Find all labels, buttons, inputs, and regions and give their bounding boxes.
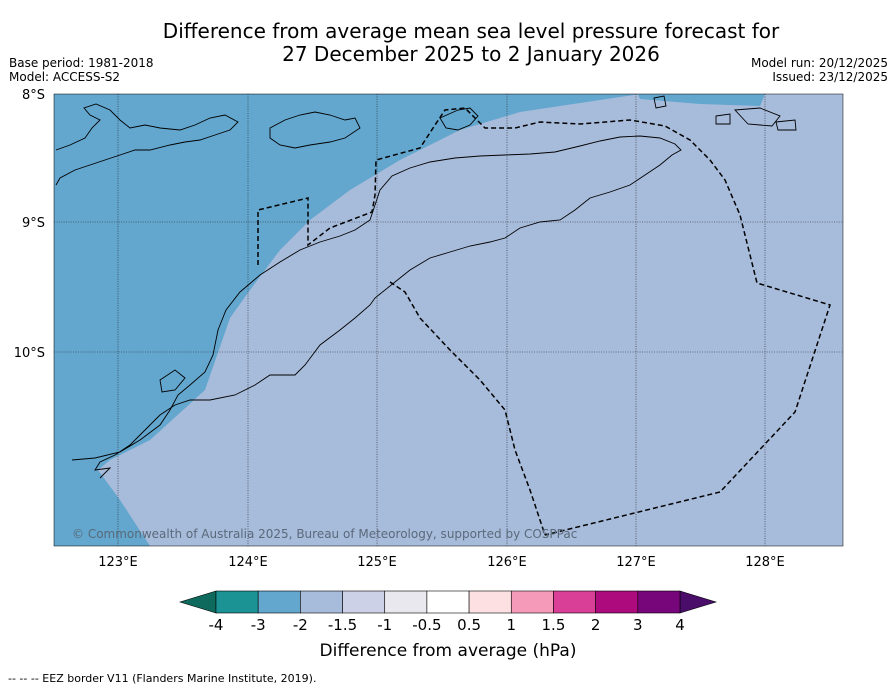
gridlines <box>54 94 843 546</box>
coastline-alor <box>269 111 361 149</box>
colorbar: -4 -3 -2 -1.5 -1 -0.5 0.5 1 1.5 2 3 4 Difference fr… <box>178 590 718 661</box>
eez-line-north <box>257 107 831 536</box>
colorbar-segment <box>553 590 596 614</box>
coastline-islet-3 <box>775 119 797 131</box>
colorbar-tick-label: 1 <box>506 616 516 634</box>
lon-axis: 123°E 124°E 125°E 126°E 127°E 128°E <box>98 555 785 570</box>
copyright-text: © Commonwealth of Australia 2025, Bureau… <box>72 527 577 541</box>
coastline-timor <box>71 135 682 479</box>
meta-left: Base period: 1981-2018 Model: ACCESS-S2 <box>9 56 154 84</box>
coastline-islet-1 <box>653 95 667 109</box>
lon-label-128e: 128°E <box>745 555 785 570</box>
title-line-2: 27 December 2025 to 2 January 2026 <box>282 42 660 66</box>
colorbar-tick-label: -0.5 <box>412 616 441 634</box>
colorbar-tick-label: -2 <box>293 616 308 634</box>
colorbar-segment <box>257 590 301 614</box>
colorbar-segment <box>215 590 259 614</box>
map-panel <box>54 94 843 546</box>
colorbar-tick-label: -1 <box>377 616 392 634</box>
map-frame <box>53 93 844 547</box>
colorbar-tick-label: -4 <box>209 616 224 634</box>
coastline-islands-west <box>55 103 239 186</box>
model-name: Model: ACCESS-S2 <box>9 70 121 84</box>
colorbar-segment <box>300 590 343 614</box>
colorbar-segment <box>384 590 428 614</box>
colorbar-over-arrow <box>679 590 718 614</box>
colorbar-segment <box>510 590 554 614</box>
lon-label-124e: 124°E <box>228 555 268 570</box>
colorbar-segment <box>595 590 639 614</box>
coastlines <box>55 95 797 479</box>
colorbar-tick-label: -3 <box>251 616 266 634</box>
chart-title: Difference from average mean sea level p… <box>0 20 896 66</box>
coastline-islet-4 <box>715 113 731 125</box>
colorbar-segment <box>426 590 470 614</box>
lon-label-125e: 125°E <box>357 555 397 570</box>
eez-border <box>257 107 831 536</box>
model-run: Model run: 20/12/2025 <box>750 56 888 70</box>
lon-label-127e: 127°E <box>616 555 656 570</box>
title-line-1: Difference from average mean sea level p… <box>162 19 780 43</box>
lat-label-10s: 10°S <box>14 346 45 361</box>
lat-axis: 8°S 9°S 10°S <box>14 88 45 361</box>
colorbar-tick-label: 3 <box>633 616 643 634</box>
colorbar-segment <box>468 590 512 614</box>
lon-label-126e: 126°E <box>487 555 527 570</box>
coastline-islet-5 <box>159 369 186 393</box>
field-strong-negative-ne <box>638 94 765 106</box>
issued-date: Issued: 23/12/2025 <box>772 70 888 84</box>
meta-right: Model run: 20/12/2025 Issued: 23/12/2025 <box>751 56 888 84</box>
eez-footnote: -- -- -- EEZ border V11 (Flanders Marine… <box>8 672 317 685</box>
eez-line-southwest <box>389 281 546 536</box>
colorbar-tick-label: 1.5 <box>542 616 566 634</box>
base-period: Base period: 1981-2018 <box>9 56 154 70</box>
coastline-wetar <box>439 107 479 131</box>
colorbar-tick-label: 2 <box>591 616 601 634</box>
colorbar-tick-label: -1.5 <box>328 616 357 634</box>
colorbar-tick-label: 4 <box>675 616 685 634</box>
coastline-islet-2 <box>734 107 781 127</box>
colorbar-segment <box>637 590 681 614</box>
field-strong-negative <box>54 94 640 546</box>
lon-label-123e: 123°E <box>98 555 138 570</box>
lat-label-8s: 8°S <box>22 88 45 103</box>
colorbar-tick-label: 0.5 <box>457 616 481 634</box>
colorbar-segment <box>342 590 386 614</box>
lat-label-9s: 9°S <box>22 216 45 231</box>
colorbar-title: Difference from average (hPa) <box>320 641 577 661</box>
colorbar-under-arrow <box>178 590 217 614</box>
